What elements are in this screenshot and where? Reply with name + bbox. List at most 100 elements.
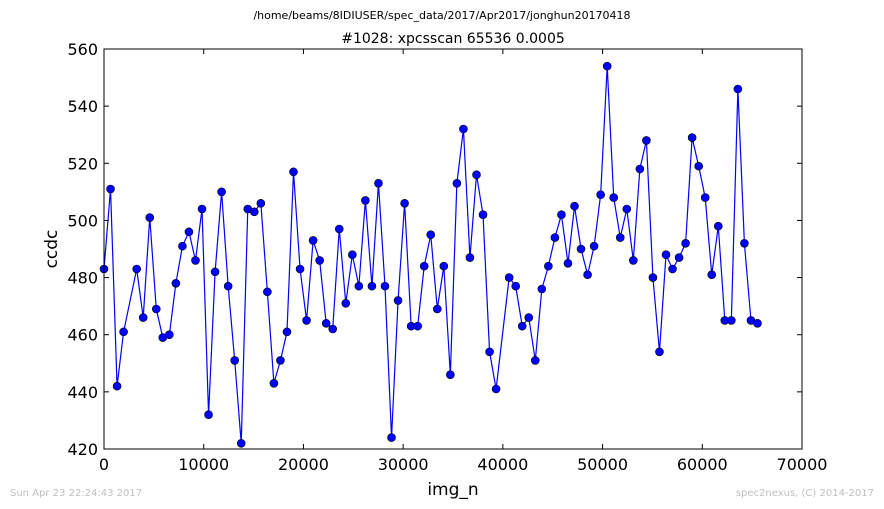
y-tick-label: 520 bbox=[67, 154, 98, 173]
y-tick-label: 540 bbox=[67, 97, 98, 116]
y-tick-label: 460 bbox=[67, 326, 98, 345]
data-point bbox=[635, 164, 645, 174]
axis-ticks: 0 10000 20000 30000 40000 50000 60000 70000 420 4… bbox=[67, 40, 827, 474]
data-point bbox=[119, 327, 128, 337]
data-point bbox=[250, 207, 259, 217]
data-point bbox=[563, 258, 573, 268]
data-point bbox=[132, 264, 141, 274]
y-axis-label: ccdc bbox=[42, 230, 62, 269]
data-point bbox=[112, 381, 122, 391]
data-point bbox=[537, 284, 547, 294]
data-point bbox=[524, 313, 534, 322]
x-tick-label: 60000 bbox=[677, 455, 728, 474]
data-point bbox=[191, 256, 200, 265]
data-point bbox=[354, 281, 364, 291]
x-tick-label: 30000 bbox=[378, 455, 429, 474]
data-point bbox=[393, 296, 403, 305]
data-point bbox=[674, 253, 684, 262]
data-point bbox=[387, 433, 396, 442]
data-point bbox=[661, 250, 671, 260]
data-point bbox=[687, 133, 697, 142]
data-point bbox=[602, 61, 612, 71]
data-point bbox=[511, 281, 521, 291]
plot-frame bbox=[103, 48, 803, 450]
data-point bbox=[576, 244, 586, 254]
data-point bbox=[694, 161, 703, 171]
y-tick-label: 420 bbox=[67, 440, 98, 459]
x-axis-label: img_n bbox=[427, 480, 478, 500]
data-point bbox=[315, 256, 324, 265]
data-point bbox=[419, 261, 429, 271]
data-point bbox=[361, 196, 370, 205]
data-series bbox=[99, 61, 762, 448]
data-point bbox=[544, 261, 553, 271]
data-point bbox=[648, 273, 658, 282]
x-tick-label: 50000 bbox=[577, 455, 628, 474]
data-point bbox=[263, 287, 272, 297]
data-point bbox=[452, 178, 462, 188]
data-point bbox=[550, 233, 560, 242]
data-point bbox=[328, 324, 338, 334]
data-point bbox=[106, 184, 115, 194]
data-point bbox=[615, 233, 625, 242]
data-point bbox=[557, 210, 566, 220]
data-point bbox=[700, 193, 710, 202]
data-point bbox=[374, 178, 383, 188]
y-tick-label: 440 bbox=[67, 383, 98, 402]
data-point bbox=[380, 281, 390, 291]
data-point bbox=[629, 256, 638, 265]
data-point bbox=[151, 304, 161, 314]
data-point bbox=[276, 356, 285, 365]
data-point bbox=[753, 318, 762, 328]
data-point bbox=[426, 230, 436, 240]
x-tick-label: 10000 bbox=[178, 455, 229, 474]
data-point bbox=[230, 356, 239, 365]
data-point bbox=[609, 193, 619, 202]
data-point bbox=[178, 241, 187, 251]
data-point bbox=[400, 198, 409, 208]
data-point bbox=[472, 170, 481, 180]
data-point bbox=[642, 136, 651, 145]
data-point bbox=[204, 410, 213, 420]
footer-credit: spec2nexus, (C) 2014-2017 bbox=[735, 488, 874, 499]
y-tick-label: 560 bbox=[67, 40, 98, 59]
data-point bbox=[589, 241, 599, 251]
data-point bbox=[491, 384, 501, 394]
data-point bbox=[478, 210, 488, 220]
footer-timestamp: Sun Apr 23 22:24:43 2017 bbox=[10, 488, 143, 499]
data-point bbox=[348, 250, 357, 260]
file-path-header: /home/beams/8IDIUSER/spec_data/2017/Apr2… bbox=[253, 9, 630, 22]
data-point bbox=[334, 224, 344, 234]
data-point bbox=[465, 253, 475, 262]
data-point bbox=[295, 264, 305, 274]
data-point bbox=[622, 204, 632, 214]
data-point bbox=[713, 221, 723, 231]
data-point bbox=[217, 187, 226, 197]
data-point bbox=[517, 321, 527, 331]
x-tick-label: 70000 bbox=[777, 455, 828, 474]
data-point bbox=[341, 298, 351, 308]
data-point bbox=[223, 281, 233, 291]
data-point bbox=[308, 236, 318, 245]
data-point bbox=[504, 273, 514, 282]
data-point bbox=[530, 356, 540, 365]
data-point bbox=[289, 167, 298, 177]
data-point bbox=[446, 370, 455, 380]
data-point bbox=[583, 270, 592, 280]
data-point bbox=[740, 238, 749, 248]
data-point bbox=[171, 278, 181, 288]
data-point bbox=[655, 347, 664, 357]
data-point bbox=[282, 327, 292, 337]
x-tick-label: 20000 bbox=[278, 455, 329, 474]
data-point bbox=[184, 227, 194, 237]
chart-title: #1028: xpcsscan 65536 0.0005 bbox=[341, 31, 565, 47]
data-point bbox=[432, 304, 442, 314]
data-point bbox=[413, 321, 422, 331]
data-point bbox=[733, 84, 743, 94]
data-point bbox=[321, 318, 331, 328]
data-point bbox=[138, 313, 148, 322]
data-point bbox=[668, 264, 677, 274]
data-point bbox=[570, 201, 579, 211]
data-point bbox=[302, 316, 311, 325]
